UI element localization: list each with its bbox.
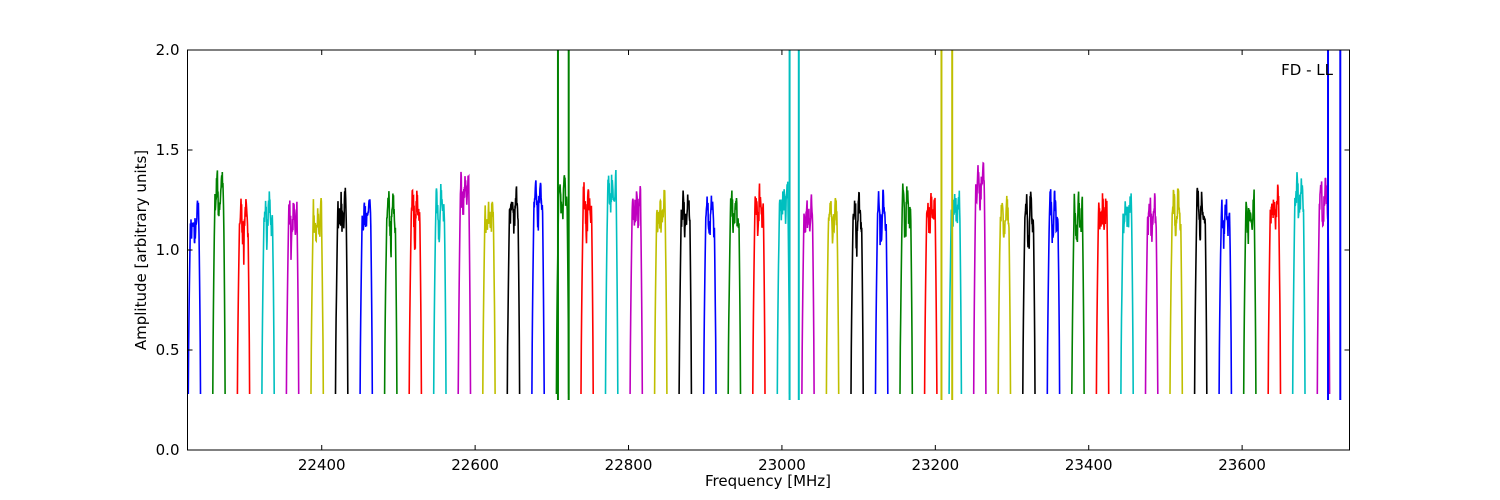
channel-line-37 [1095,193,1110,395]
series-layer [187,50,1342,400]
y-tick-label: 0.0 [156,441,180,459]
y-axis-label: Amplitude [arbitrary units] [132,150,150,350]
channel-line-9 [408,188,423,395]
channel-line-25 [801,194,815,395]
channel-line-27 [850,191,864,395]
y-tick-label: 1.0 [156,241,180,259]
channel-line-21 [702,195,717,395]
channel-line-3 [261,191,275,395]
channel-line-13 [506,186,521,395]
channel-line-42 [1218,199,1233,395]
channel-line-41 [1193,187,1208,395]
channel-line-10 [432,183,447,395]
channel-line-44 [1267,184,1282,395]
channel-line-38 [1120,193,1134,395]
channel-line-20 [678,190,693,395]
channel-line-45 [1291,172,1306,395]
channel-line-14 [531,180,545,395]
channel-line-30 [923,192,938,395]
channel-line-17 [604,169,619,395]
channel-line-6 [334,187,349,395]
y-tick-label: 2.0 [156,41,180,59]
y-tick-label: 0.5 [156,341,180,359]
channel-line-1 [212,170,226,395]
channel-line-23 [752,183,766,395]
channel-line-2 [236,198,251,395]
x-tick-label: 22400 [298,456,346,474]
channel-line-24 [776,181,791,395]
channel-line-28 [874,189,889,395]
channel-line-18 [629,186,644,395]
channel-line-29 [899,183,914,395]
channel-line-33 [997,195,1012,395]
channel-line-36 [1071,191,1085,395]
channel-line-31 [948,190,963,395]
channel-line-16 [580,182,595,395]
x-tick-label: 22600 [451,456,499,474]
channel-line-32 [972,161,987,395]
x-tick-label: 23600 [1218,456,1266,474]
x-tick-label: 22800 [605,456,653,474]
x-tick-label: 23000 [758,456,806,474]
channel-line-26 [825,197,840,395]
channel-line-4 [285,200,300,395]
channel-line-22 [727,190,742,395]
channel-line-43 [1242,189,1257,395]
channel-line-35 [1046,189,1061,395]
channel-line-0 [187,200,202,395]
channel-line-5 [310,198,325,395]
x-tick-label: 23400 [1065,456,1113,474]
channel-line-7 [359,199,374,395]
x-tick-label: 23200 [911,456,959,474]
channel-line-8 [383,191,398,395]
y-tick-label: 1.5 [156,141,180,159]
channel-line-11 [457,171,472,395]
x-axis-label: Frequency [MHz] [705,472,831,490]
ticks-layer: 22400 22600 22800 23000 23200 23400 23600 0.0 0.… [156,41,1350,474]
channel-line-19 [653,189,668,395]
channel-line-40 [1169,188,1184,395]
channel-line-39 [1144,193,1159,395]
channel-line-34 [1022,191,1036,395]
channel-line-12 [482,201,496,395]
corner-annotation: FD - LL [1281,61,1333,79]
